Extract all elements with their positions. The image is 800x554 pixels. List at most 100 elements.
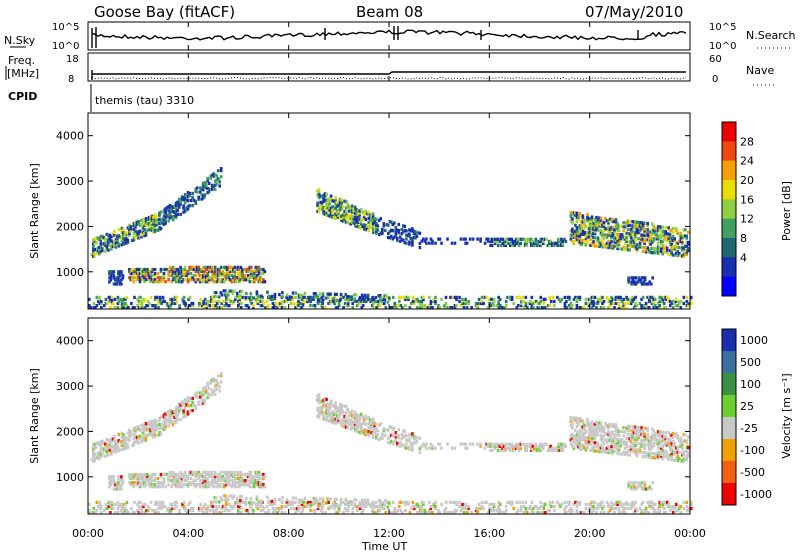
velocity-cell — [309, 504, 312, 509]
power-cell — [574, 236, 577, 240]
power-cell — [679, 306, 683, 310]
velocity-cell — [351, 506, 354, 511]
power-cell — [188, 267, 191, 272]
velocity-cell — [191, 396, 194, 400]
velocity-cell — [578, 431, 582, 435]
velocity-cell — [170, 412, 173, 416]
power-cell — [461, 299, 464, 304]
power-cell — [241, 269, 244, 274]
power-cell — [650, 230, 654, 234]
power-cell — [123, 231, 127, 235]
power-cell — [116, 240, 119, 244]
velocity-cell — [420, 500, 424, 504]
power-cell — [206, 280, 209, 284]
power-cell — [568, 295, 571, 299]
velocity-cell — [227, 470, 231, 474]
velocity-cell — [678, 438, 681, 442]
velocity-cell — [263, 474, 267, 479]
velocity-cell — [474, 509, 478, 513]
power-cell — [575, 211, 579, 215]
velocity-cell — [368, 418, 372, 422]
power-cell — [146, 299, 150, 304]
power-cell — [613, 220, 616, 224]
power-cell — [93, 237, 97, 241]
power-cell — [168, 212, 172, 216]
velocity-cell — [674, 432, 678, 436]
power-cell — [611, 301, 615, 306]
velocity-cell — [668, 454, 672, 458]
power-cell — [230, 265, 234, 269]
power-cell — [355, 208, 358, 212]
power-cell — [548, 304, 552, 308]
velocity-cell — [104, 502, 108, 506]
power-cell — [659, 247, 663, 252]
velocity-cell — [684, 439, 687, 443]
power-cell — [659, 239, 663, 243]
velocity-cell — [216, 483, 220, 487]
power-cell — [638, 241, 642, 245]
velocity-cell — [192, 403, 196, 407]
power-cell — [540, 237, 544, 241]
power-cell — [174, 209, 178, 214]
velocity-cell — [224, 472, 228, 477]
power-cell — [592, 236, 595, 240]
velocity-cell — [291, 500, 294, 504]
power-cell — [590, 219, 594, 223]
velocity-cell — [344, 425, 348, 429]
power-cell — [328, 206, 331, 210]
velocity-cell — [647, 445, 651, 449]
velocity-cell — [104, 506, 108, 511]
power-cell — [674, 229, 678, 233]
power-cell — [207, 190, 211, 194]
power-cell — [637, 224, 640, 229]
power-cell — [182, 295, 186, 299]
velocity-cell — [261, 504, 264, 509]
power-cell — [257, 272, 261, 276]
power-cell — [634, 224, 637, 228]
power-cell — [554, 241, 557, 245]
power-cell — [352, 209, 355, 213]
velocity-cell — [679, 459, 683, 463]
power-cell — [135, 230, 139, 235]
velocity-cell — [370, 509, 374, 513]
power-cell — [180, 272, 184, 276]
power-cell — [200, 187, 203, 191]
power-cell — [255, 297, 258, 301]
velocity-cell — [366, 500, 369, 504]
power-cell — [169, 297, 172, 301]
velocity-cell — [212, 485, 215, 489]
velocity-cell — [605, 438, 609, 442]
power-cell — [397, 222, 401, 227]
power-cell — [344, 216, 348, 220]
velocity-cell — [341, 410, 345, 414]
velocity-cell — [340, 419, 343, 423]
velocity-cell — [248, 485, 252, 489]
velocity-cell — [583, 431, 586, 435]
velocity-cell — [607, 438, 610, 442]
power-cell — [586, 231, 589, 235]
power-cell — [130, 301, 133, 306]
power-cell — [154, 295, 157, 299]
power-cell — [653, 304, 657, 308]
velocity-cell — [671, 431, 675, 435]
power-cell — [136, 304, 139, 308]
power-cell — [204, 280, 208, 284]
power-cell — [200, 193, 203, 197]
power-cell — [664, 230, 667, 234]
power-cell — [652, 247, 655, 251]
freq-tick-high: 18 — [66, 54, 79, 65]
velocity-cell — [650, 437, 654, 441]
velocity-cell — [685, 445, 689, 449]
station-title: Goose Bay (fitACF) — [94, 3, 235, 21]
velocity-cell — [254, 483, 258, 487]
power-cell — [117, 242, 121, 246]
power-cell — [107, 240, 110, 244]
velocity-cell — [257, 483, 261, 487]
velocity-cell — [592, 432, 595, 436]
velocity-cell — [147, 483, 151, 487]
velocity-cell — [158, 485, 161, 489]
velocity-cell — [343, 416, 346, 421]
power-cell — [650, 246, 654, 251]
velocity-cell — [637, 483, 641, 487]
power-cell — [224, 267, 228, 272]
